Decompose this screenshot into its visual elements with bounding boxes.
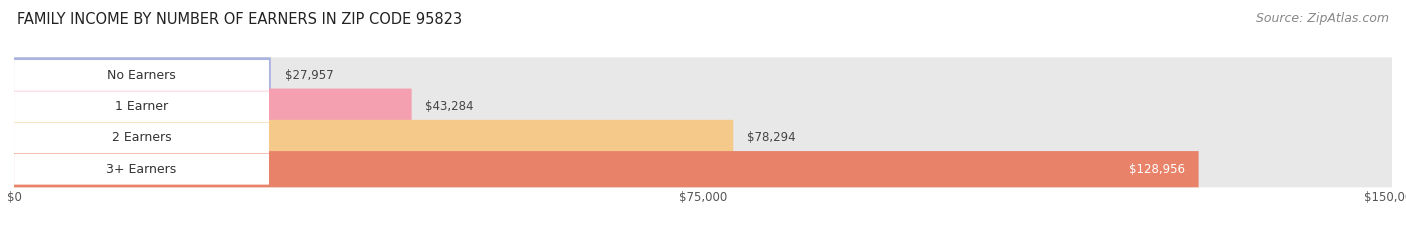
FancyBboxPatch shape (14, 91, 269, 122)
FancyBboxPatch shape (14, 89, 1392, 125)
Text: No Earners: No Earners (107, 69, 176, 82)
FancyBboxPatch shape (14, 123, 269, 153)
FancyBboxPatch shape (14, 57, 271, 94)
Text: FAMILY INCOME BY NUMBER OF EARNERS IN ZIP CODE 95823: FAMILY INCOME BY NUMBER OF EARNERS IN ZI… (17, 12, 463, 27)
Text: Source: ZipAtlas.com: Source: ZipAtlas.com (1256, 12, 1389, 25)
Text: $27,957: $27,957 (284, 69, 333, 82)
FancyBboxPatch shape (14, 57, 1392, 94)
Text: 2 Earners: 2 Earners (111, 131, 172, 144)
FancyBboxPatch shape (14, 151, 1392, 187)
Text: 3+ Earners: 3+ Earners (107, 163, 177, 176)
Text: $78,294: $78,294 (747, 131, 796, 144)
FancyBboxPatch shape (14, 120, 1392, 156)
FancyBboxPatch shape (14, 60, 269, 91)
Text: $128,956: $128,956 (1129, 163, 1185, 176)
FancyBboxPatch shape (14, 89, 412, 125)
Text: 1 Earner: 1 Earner (115, 100, 169, 113)
FancyBboxPatch shape (14, 154, 269, 185)
FancyBboxPatch shape (14, 151, 1199, 187)
Text: $43,284: $43,284 (426, 100, 474, 113)
FancyBboxPatch shape (14, 120, 734, 156)
